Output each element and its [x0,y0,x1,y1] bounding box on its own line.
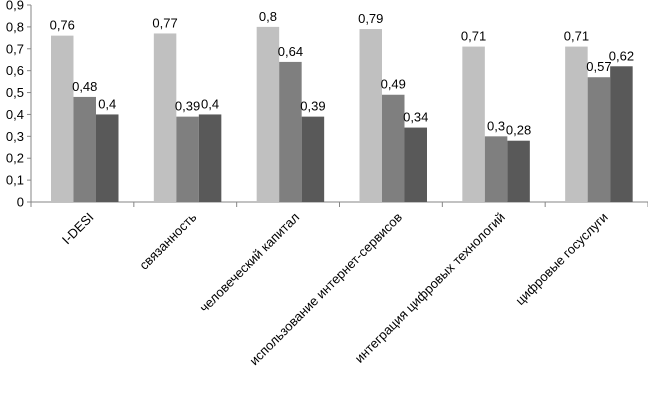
axes: 0 0,1 0,2 0,3 0,4 0,5 0,6 0,7 0,8 0,9 [6,0,648,210]
y-tick-label: 0,8 [6,19,24,34]
category-label: человеческий капитал [196,210,302,316]
bar [96,114,119,202]
data-label: 0,71 [461,29,486,44]
bar [176,116,199,202]
data-label: 0,8 [259,9,277,24]
y-tick-label: 0,6 [6,63,24,78]
data-label: 0,76 [50,18,75,33]
data-label: 0,4 [98,96,116,111]
bar [198,114,222,202]
data-label: 0,77 [152,15,177,30]
data-labels: 0,76 0,77 0,8 0,79 0,71 0,71 0,48 0,39 0,64 0,49 0… [50,9,634,138]
bar [279,61,302,203]
bar [610,66,633,203]
data-label: 0,64 [278,44,303,59]
bar [382,94,405,202]
data-label: 0,28 [506,123,531,138]
y-tick-label: 0,1 [6,173,24,188]
bars [51,26,633,203]
y-tick-label: 0,7 [6,41,24,56]
bar [507,140,530,202]
bar [565,46,588,202]
category-label: цифровые госуслуги [512,210,610,308]
data-label: 0,71 [564,29,589,44]
bar [51,35,74,203]
y-tick-label: 0,5 [6,85,24,100]
bar [359,29,382,203]
category-label: связанность [136,209,199,272]
data-label: 0,57 [586,59,611,74]
data-label: 0,3 [487,118,505,133]
bar [484,136,508,202]
y-tick-label: 0,9 [6,0,24,13]
bar [404,127,427,202]
data-label: 0,62 [609,48,634,63]
data-label: 0,34 [403,110,428,125]
bar [73,96,96,202]
bar [256,26,280,203]
data-label: 0,39 [175,99,200,114]
y-tick-label: 0,4 [6,107,24,122]
data-label: 0,4 [201,96,219,111]
bar [587,77,611,202]
data-label: 0,48 [72,79,97,94]
category-label: I-DESI [59,210,97,248]
bar [301,116,325,202]
y-tick-label: 0 [17,195,24,210]
data-label: 0,49 [381,77,406,92]
bar [153,33,177,203]
y-tick-label: 0,3 [6,129,24,144]
data-label: 0,39 [300,99,325,114]
bar [462,46,485,202]
y-tick-label: 0,2 [6,151,24,166]
data-label: 0,79 [358,11,383,26]
